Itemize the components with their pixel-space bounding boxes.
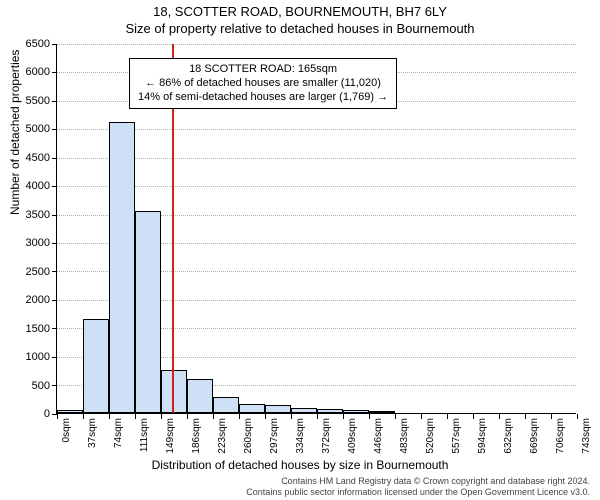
xtick-label: 669sqm bbox=[529, 418, 540, 454]
xtick-mark bbox=[499, 414, 500, 419]
histogram-bar bbox=[109, 122, 135, 412]
xtick-label: 111sqm bbox=[139, 418, 150, 452]
ytick-mark bbox=[52, 72, 57, 73]
xtick-mark bbox=[109, 414, 110, 419]
ytick-mark bbox=[52, 271, 57, 272]
annotation-line1: 18 SCOTTER ROAD: 165sqm bbox=[138, 62, 388, 76]
ytick-label: 2500 bbox=[10, 266, 50, 278]
histogram-bar bbox=[57, 410, 83, 413]
histogram-bar bbox=[135, 211, 161, 413]
xtick-label: 186sqm bbox=[191, 418, 202, 454]
annotation-line3: 14% of semi-detached houses are larger (… bbox=[138, 90, 388, 104]
ytick-mark bbox=[52, 186, 57, 187]
xtick-label: 520sqm bbox=[425, 418, 436, 454]
ytick-mark bbox=[52, 158, 57, 159]
xtick-mark bbox=[343, 414, 344, 419]
xtick-label: 632sqm bbox=[503, 418, 514, 454]
chart-area: 0sqm37sqm74sqm111sqm149sqm186sqm223sqm26… bbox=[56, 44, 576, 414]
ytick-mark bbox=[52, 328, 57, 329]
gridline-h bbox=[57, 186, 576, 187]
ytick-label: 1500 bbox=[10, 323, 50, 335]
ytick-mark bbox=[52, 101, 57, 102]
xtick-mark bbox=[369, 414, 370, 419]
xtick-label: 743sqm bbox=[581, 418, 592, 454]
chart-title-line2: Size of property relative to detached ho… bbox=[0, 21, 600, 38]
annotation-line2: ← 86% of detached houses are smaller (11… bbox=[138, 76, 388, 90]
xtick-mark bbox=[317, 414, 318, 419]
xtick-mark bbox=[551, 414, 552, 419]
gridline-h bbox=[57, 158, 576, 159]
footer-line2: Contains public sector information licen… bbox=[246, 487, 590, 498]
xtick-label: 297sqm bbox=[269, 418, 280, 454]
histogram-bar bbox=[317, 409, 343, 412]
ytick-label: 1000 bbox=[10, 351, 50, 363]
xtick-label: 706sqm bbox=[555, 418, 566, 454]
ytick-mark bbox=[52, 385, 57, 386]
xtick-mark bbox=[395, 414, 396, 419]
histogram-bar bbox=[187, 379, 213, 413]
gridline-h bbox=[57, 129, 576, 130]
histogram-bar bbox=[343, 410, 369, 413]
xtick-label: 149sqm bbox=[165, 418, 176, 454]
ytick-label: 5500 bbox=[10, 95, 50, 107]
annotation-box: 18 SCOTTER ROAD: 165sqm← 86% of detached… bbox=[129, 58, 397, 109]
histogram-bar bbox=[369, 411, 395, 413]
ytick-label: 6000 bbox=[10, 66, 50, 78]
xtick-label: 37sqm bbox=[87, 418, 98, 448]
xtick-mark bbox=[421, 414, 422, 419]
histogram-bar bbox=[265, 405, 291, 413]
ytick-mark bbox=[52, 243, 57, 244]
xtick-mark bbox=[447, 414, 448, 419]
ytick-label: 4000 bbox=[10, 180, 50, 192]
xtick-label: 74sqm bbox=[113, 418, 124, 448]
ytick-label: 0 bbox=[10, 408, 50, 420]
xtick-mark bbox=[213, 414, 214, 419]
xtick-label: 594sqm bbox=[477, 418, 488, 454]
xtick-mark bbox=[135, 414, 136, 419]
xtick-mark bbox=[265, 414, 266, 419]
ytick-label: 6500 bbox=[10, 38, 50, 50]
ytick-label: 2000 bbox=[10, 294, 50, 306]
chart-title-line1: 18, SCOTTER ROAD, BOURNEMOUTH, BH7 6LY bbox=[0, 0, 600, 21]
xtick-mark bbox=[291, 414, 292, 419]
histogram-bar bbox=[291, 408, 317, 413]
plot-area: 0sqm37sqm74sqm111sqm149sqm186sqm223sqm26… bbox=[56, 44, 576, 414]
ytick-label: 500 bbox=[10, 380, 50, 392]
xtick-label: 223sqm bbox=[217, 418, 228, 454]
ytick-label: 3500 bbox=[10, 209, 50, 221]
xtick-label: 557sqm bbox=[451, 418, 462, 454]
xtick-mark bbox=[83, 414, 84, 419]
xtick-label: 0sqm bbox=[61, 418, 72, 442]
ytick-label: 5000 bbox=[10, 123, 50, 135]
xtick-mark bbox=[239, 414, 240, 419]
gridline-h bbox=[57, 44, 576, 45]
histogram-bar bbox=[83, 319, 109, 413]
ytick-label: 3000 bbox=[10, 237, 50, 249]
ytick-mark bbox=[52, 300, 57, 301]
xtick-mark bbox=[57, 414, 58, 419]
ytick-mark bbox=[52, 44, 57, 45]
xtick-label: 260sqm bbox=[243, 418, 254, 454]
x-axis-label: Distribution of detached houses by size … bbox=[0, 458, 600, 472]
attribution-footer: Contains HM Land Registry data © Crown c… bbox=[246, 476, 590, 498]
ytick-mark bbox=[52, 357, 57, 358]
xtick-label: 446sqm bbox=[373, 418, 384, 454]
ytick-mark bbox=[52, 215, 57, 216]
xtick-mark bbox=[161, 414, 162, 419]
xtick-mark bbox=[187, 414, 188, 419]
xtick-label: 409sqm bbox=[347, 418, 358, 454]
xtick-mark bbox=[473, 414, 474, 419]
xtick-mark bbox=[577, 414, 578, 419]
xtick-label: 483sqm bbox=[399, 418, 410, 454]
histogram-bar bbox=[239, 404, 265, 413]
xtick-label: 334sqm bbox=[295, 418, 306, 454]
xtick-mark bbox=[525, 414, 526, 419]
ytick-mark bbox=[52, 129, 57, 130]
footer-line1: Contains HM Land Registry data © Crown c… bbox=[246, 476, 590, 487]
histogram-bar bbox=[213, 397, 239, 413]
ytick-label: 4500 bbox=[10, 152, 50, 164]
xtick-label: 372sqm bbox=[321, 418, 332, 454]
